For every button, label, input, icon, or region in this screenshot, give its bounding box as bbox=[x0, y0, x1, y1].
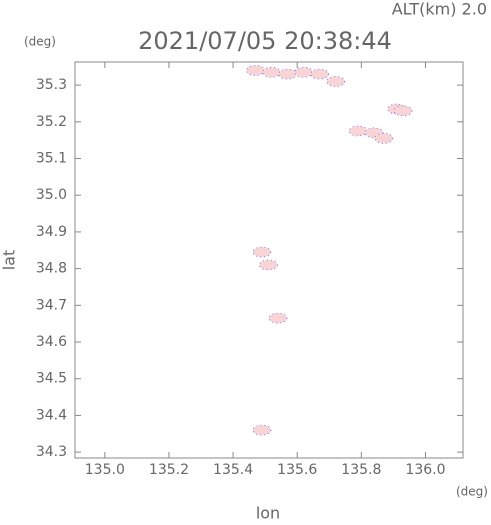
chart-title: 2021/07/05 20:38:44 bbox=[138, 27, 392, 55]
echo-point bbox=[310, 68, 329, 80]
y-tick-label: 35.1 bbox=[36, 151, 67, 167]
y-unit: (deg) bbox=[24, 35, 56, 49]
x-tick-label: 135.0 bbox=[85, 462, 125, 478]
x-tick-label: 135.8 bbox=[341, 462, 381, 478]
echo-point bbox=[259, 259, 278, 271]
echo-point bbox=[246, 65, 265, 76]
y-tick-label: 35.0 bbox=[36, 187, 67, 203]
y-tick-label: 35.2 bbox=[36, 114, 67, 130]
echo-point bbox=[262, 66, 281, 78]
x-tick-label: 135.4 bbox=[213, 462, 253, 478]
altitude-annotation: ALT(km) 2.0 bbox=[392, 0, 487, 19]
y-tick-label: 35.3 bbox=[36, 77, 67, 93]
y-tick-label: 34.9 bbox=[36, 224, 67, 240]
echo-point bbox=[294, 66, 313, 78]
x-tick-label: 136.0 bbox=[405, 462, 445, 478]
x-unit: (deg) bbox=[456, 485, 488, 499]
echo-point bbox=[252, 246, 272, 258]
y-tick-label: 34.8 bbox=[36, 261, 67, 277]
echo-point bbox=[278, 68, 297, 80]
echo-point bbox=[268, 312, 288, 324]
y-tick-label: 34.3 bbox=[36, 444, 67, 460]
echo-point bbox=[393, 105, 413, 117]
x-tick-label: 135.6 bbox=[277, 462, 317, 478]
y-tick-label: 34.7 bbox=[36, 297, 67, 313]
echo-point bbox=[348, 125, 368, 137]
echo-point bbox=[252, 424, 272, 436]
echo-point bbox=[374, 133, 394, 144]
x-tick-label: 135.2 bbox=[149, 462, 189, 478]
y-tick-label: 34.4 bbox=[36, 407, 67, 423]
y-tick-label: 34.5 bbox=[36, 371, 67, 387]
y-tick-label: 34.6 bbox=[36, 334, 67, 350]
echo-point bbox=[326, 76, 345, 87]
y-axis-label: lat bbox=[0, 250, 19, 271]
x-axis-label: lon bbox=[256, 504, 280, 522]
plot-frame bbox=[74, 61, 464, 459]
